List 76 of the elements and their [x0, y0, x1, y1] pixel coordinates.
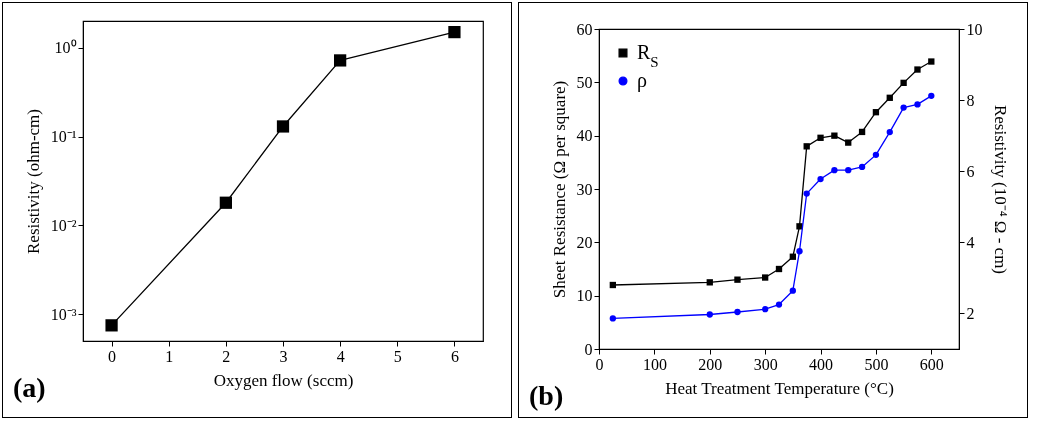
point [872, 151, 880, 159]
x-tick-label: 2 [222, 347, 231, 365]
y2-tick-label: 8 [966, 91, 975, 109]
x-tick-label: 1 [165, 347, 174, 365]
point [448, 25, 461, 39]
point [734, 276, 741, 283]
y2-tick-label: 2 [966, 304, 975, 322]
point [803, 143, 810, 150]
y-tick-label: 30 [576, 180, 593, 198]
point [761, 306, 769, 313]
y-tick-label: 20 [576, 233, 593, 251]
y-tick-label: 50 [576, 73, 593, 91]
x-tick-label: 6 [450, 347, 459, 365]
point [886, 94, 893, 101]
x-axis-title: Heat Treatment Temperature (°C) [665, 378, 894, 398]
point [831, 132, 838, 139]
x-tick-label: 100 [642, 355, 667, 373]
x-tick-label: 200 [698, 355, 723, 373]
point [858, 128, 866, 136]
x-tick-label: 600 [919, 355, 944, 373]
point [872, 109, 880, 116]
point [928, 58, 935, 65]
y-tick-label: 10⁻³ [50, 305, 77, 323]
x-tick-label: 500 [864, 355, 889, 373]
point [796, 248, 803, 255]
point [706, 279, 713, 286]
legend-label: R$_{S}$ [637, 41, 659, 70]
point [789, 253, 797, 260]
point [609, 315, 617, 322]
point [775, 301, 783, 308]
x-tick-label: 3 [279, 347, 288, 365]
y2-tick-label: 10 [966, 20, 983, 38]
y-tick-label: 10 [576, 287, 593, 305]
y2-axis-title: Resistivity (10⁻⁴ Ω - cm) [990, 104, 1010, 275]
y-axis-title: Sheet Resistance (Ω per square) [549, 80, 569, 299]
point [334, 54, 347, 67]
point [609, 281, 617, 289]
x-tick-label: 5 [393, 347, 402, 365]
point [858, 163, 866, 171]
point [276, 120, 290, 133]
point [914, 66, 921, 73]
x-tick-label: 300 [753, 355, 778, 373]
y2-tick-label: 6 [966, 162, 975, 180]
point [105, 319, 118, 332]
y-tick-label: 10⁰ [54, 39, 77, 57]
point [706, 311, 713, 318]
y-tick-label: 10⁻² [50, 216, 77, 234]
text: (a) [13, 372, 46, 403]
y-axis-title: Resistivity (ohm-cm) [23, 109, 43, 254]
x-tick-label: 400 [809, 355, 834, 373]
legend-label: ρ [637, 69, 647, 92]
text: (b) [529, 380, 564, 411]
y-tick-label: 40 [576, 127, 593, 145]
point [900, 79, 907, 87]
y2-tick-label: 4 [966, 233, 975, 251]
y-tick-label: 10⁻¹ [50, 128, 77, 146]
point [219, 196, 232, 209]
point [789, 287, 797, 294]
point [803, 190, 810, 197]
point [734, 308, 741, 316]
point [817, 134, 824, 141]
point [761, 274, 769, 281]
point [845, 139, 852, 146]
point [775, 265, 783, 273]
x-tick-label: 0 [595, 355, 604, 373]
point [831, 167, 838, 174]
x-tick-label: 0 [108, 347, 117, 365]
point [928, 92, 935, 99]
point [900, 104, 907, 111]
point [845, 167, 852, 174]
x-axis-title: Oxygen flow (sccm) [213, 370, 354, 390]
point [886, 128, 893, 136]
y-tick-label: 60 [576, 20, 593, 38]
point [817, 175, 824, 183]
x-tick-label: 4 [336, 347, 345, 365]
point [914, 101, 921, 108]
